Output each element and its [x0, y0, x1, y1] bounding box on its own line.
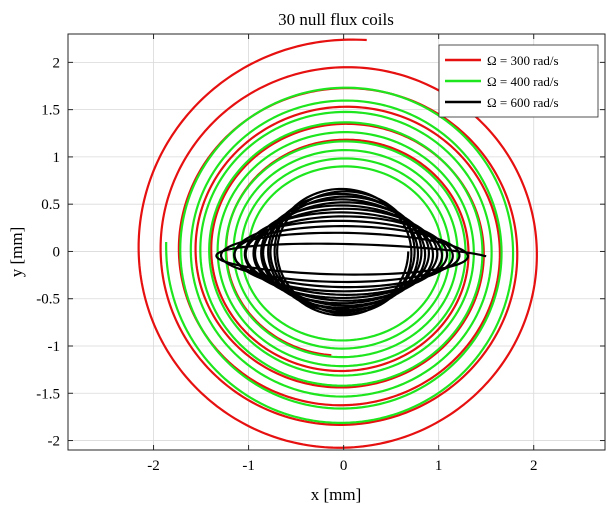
- y-axis-label: y [mm]: [7, 227, 26, 278]
- y-tick-label: 0: [53, 244, 61, 260]
- y-tick-label: 1: [53, 150, 61, 166]
- x-tick-label: 2: [530, 458, 538, 474]
- legend-label: Ω = 600 rad/s: [487, 95, 559, 110]
- x-tick-label: -2: [147, 458, 160, 474]
- y-tick-label: 0.5: [41, 197, 60, 213]
- axes: -2 -1 0 1 2 -2 -1.5 -1 -0.5 0 0.5 1 1.5 2: [36, 33, 606, 474]
- y-tick-label: -1.5: [36, 386, 60, 402]
- y-tick-label: -1: [48, 339, 61, 355]
- x-axis-label: x [mm]: [311, 485, 362, 504]
- series-line-3: [215, 187, 487, 317]
- x-tick-label: 0: [340, 458, 348, 474]
- chart-title: 30 null flux coils: [278, 10, 394, 29]
- series-line-2: [165, 86, 515, 424]
- y-tick-label: 2: [53, 55, 61, 71]
- x-tick-label: 1: [435, 458, 443, 474]
- legend-label: Ω = 400 rad/s: [487, 74, 559, 89]
- legend: Ω = 300 rad/s Ω = 400 rad/s Ω = 600 rad/s: [438, 44, 599, 118]
- x-tick-label: -1: [242, 458, 255, 474]
- y-tick-label: -2: [48, 434, 61, 450]
- y-tick-label: 1.5: [41, 103, 60, 119]
- y-tick-label: -0.5: [36, 292, 60, 308]
- legend-label: Ω = 300 rad/s: [487, 53, 559, 68]
- plot-frame: [67, 33, 606, 451]
